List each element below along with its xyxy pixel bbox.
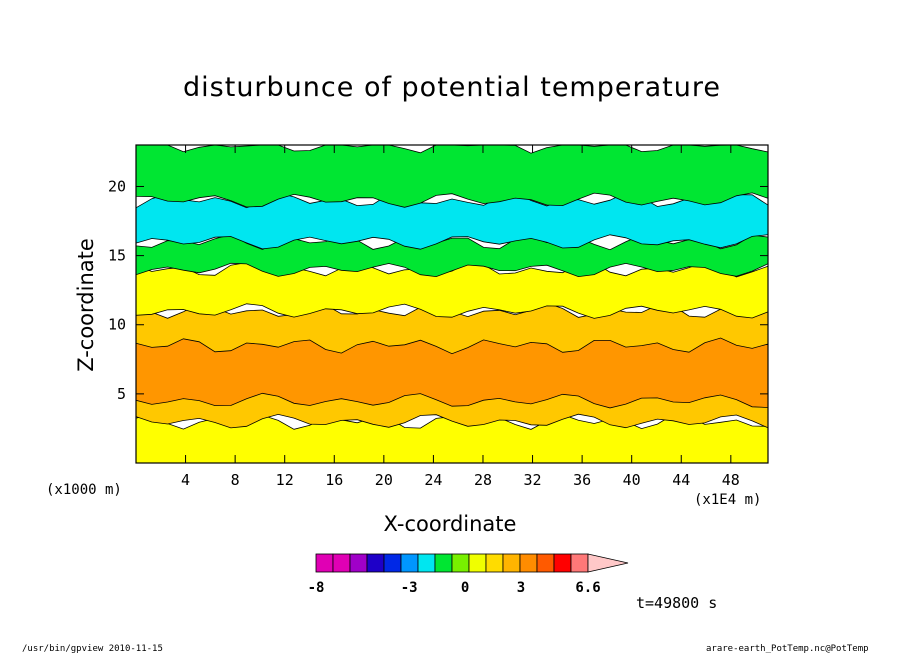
x-tick-label: 20 [375, 471, 393, 489]
y-tick-label: 5 [117, 385, 126, 403]
x-tick-label: 24 [424, 471, 442, 489]
colorbar-swatch [536, 553, 555, 573]
plot-frame [135, 144, 769, 464]
colorbar-swatch [519, 553, 538, 573]
colorbar-extend-triangle [587, 553, 629, 573]
colorbar-swatch [434, 553, 453, 573]
colorbar-swatch [485, 553, 504, 573]
contour-band [135, 144, 769, 208]
y-axis-label: Z-coordinate [74, 238, 98, 372]
chart-title: disturbunce of potential temperature [183, 72, 721, 103]
x-axis-unit: (x1000 m) [46, 482, 122, 498]
colorbar-swatch [332, 553, 351, 573]
x-tick-label: 40 [623, 471, 641, 489]
colorbar-swatch [570, 553, 589, 573]
colorbar-swatch [417, 553, 436, 573]
colorbar-swatch [468, 553, 487, 573]
x-tick-label: 32 [524, 471, 542, 489]
x-axis-label: X-coordinate [383, 512, 517, 536]
x-tick-label: 48 [722, 471, 740, 489]
colorbar-swatch [553, 553, 572, 573]
y-tick-label: 20 [108, 177, 126, 195]
colorbar-tick-label: 0 [461, 580, 469, 596]
x-tick-label: 4 [181, 471, 190, 489]
x-tick-label: 36 [573, 471, 591, 489]
colorbar-tick-label: 3 [517, 580, 525, 596]
colorbar-tick-label: -8 [308, 580, 325, 596]
footer-left: /usr/bin/gpview 2010-11-15 [22, 644, 163, 654]
colorbar-swatch [451, 553, 470, 573]
footer-right: arare-earth_PotTemp.nc@PotTemp [706, 644, 869, 654]
x-axis-exponent: (x1E4 m) [694, 492, 762, 508]
x-tick-label: 12 [276, 471, 294, 489]
y-tick-label: 15 [108, 247, 126, 265]
x-tick-label: 28 [474, 471, 492, 489]
colorbar-swatch [366, 553, 385, 573]
x-tick-label: 16 [325, 471, 343, 489]
colorbar-tick-label: 6.6 [575, 580, 600, 596]
colorbar-swatch [502, 553, 521, 573]
colorbar-swatch [400, 553, 419, 573]
colorbar-tick-label: -3 [401, 580, 418, 596]
time-label: t=49800 s [636, 594, 718, 612]
x-tick-label: 44 [672, 471, 690, 489]
colorbar-swatch [315, 553, 334, 573]
x-tick-label: 8 [231, 471, 240, 489]
contour-fills [135, 144, 769, 464]
colorbar-swatch [349, 553, 368, 573]
y-tick-label: 10 [108, 316, 126, 334]
colorbar-swatch [383, 553, 402, 573]
